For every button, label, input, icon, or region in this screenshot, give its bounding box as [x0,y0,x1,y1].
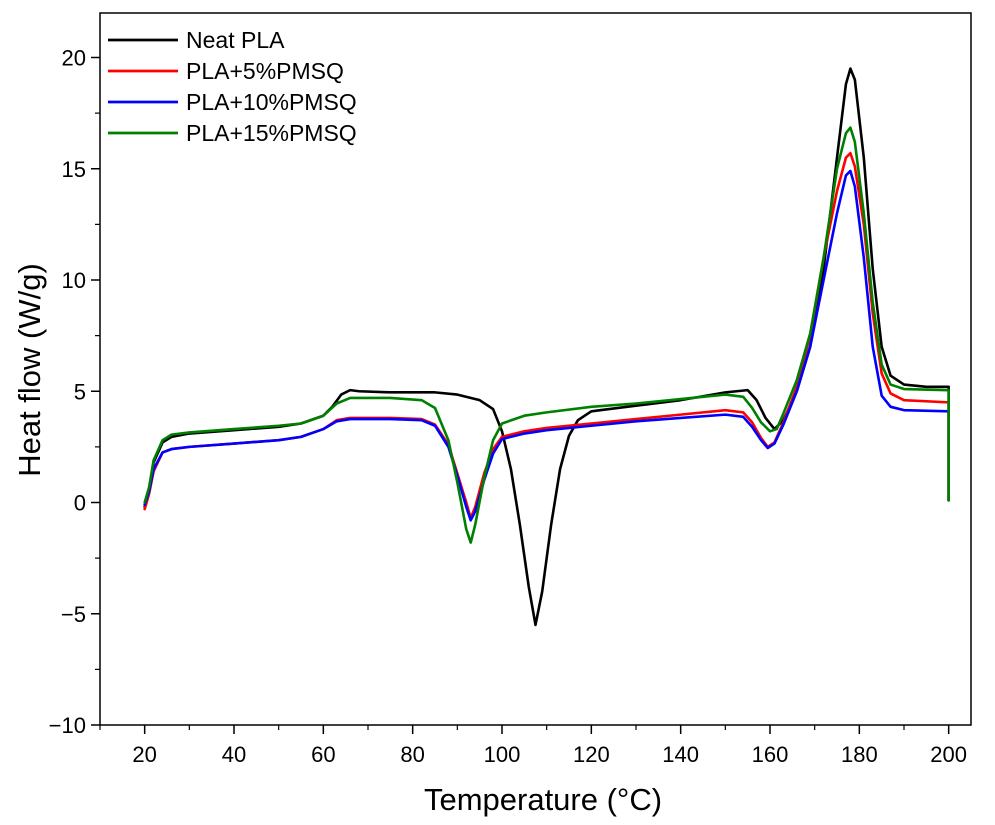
y-tick-label: 0 [74,491,86,516]
y-tick-label: 5 [74,379,86,404]
y-tick-label: 20 [62,46,86,71]
series-line-2 [143,151,950,520]
series-line-1 [143,67,950,627]
legend-label: PLA+5%PMSQ [186,58,344,84]
ticks-layer: 20 40 60 80 100 120 140 160 180 200 −10 −5 0 5 10 15 20 [49,46,967,768]
plot-frame [99,12,972,726]
x-tick-label: 80 [400,742,424,767]
y-tick-label: −10 [49,713,86,738]
x-tick-label: 140 [662,742,699,767]
y-tick-label: 15 [62,157,86,182]
y-axis-title: Heat flow (W/g) [12,263,47,477]
legend-label: PLA+10%PMSQ [186,89,357,115]
series-line-3 [143,169,950,522]
x-tick-label: 200 [930,742,967,767]
legend-label: PLA+15%PMSQ [186,120,357,146]
x-axis-title: Temperature (°C) [424,782,662,817]
x-tick-label: 160 [752,742,789,767]
x-tick-label: 20 [132,742,156,767]
x-tick-label: 60 [311,742,335,767]
x-tick-label: 100 [484,742,521,767]
x-tick-label: 40 [222,742,246,767]
series-line-4 [143,126,950,544]
series-layer [143,67,950,627]
legend: Neat PLA PLA+5%PMSQ PLA+10%PMSQ PLA+15%PMSQ [108,27,357,146]
y-tick-label: −5 [61,602,86,627]
legend-label: Neat PLA [186,27,285,53]
x-tick-label: 180 [841,742,878,767]
y-tick-label: 10 [62,268,86,293]
x-tick-label: 120 [573,742,610,767]
